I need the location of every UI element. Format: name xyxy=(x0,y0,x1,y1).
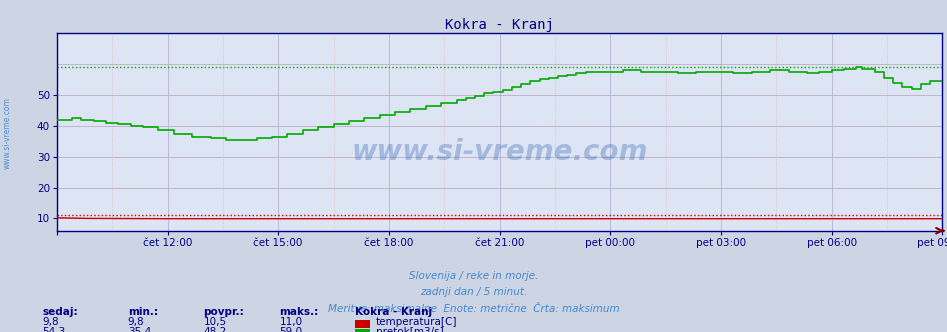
Text: 9,8: 9,8 xyxy=(128,317,145,327)
Text: 35,4: 35,4 xyxy=(128,327,152,332)
Text: 59,0: 59,0 xyxy=(279,327,302,332)
Text: povpr.:: povpr.: xyxy=(204,307,244,317)
Text: min.:: min.: xyxy=(128,307,158,317)
Text: zadnji dan / 5 minut.: zadnji dan / 5 minut. xyxy=(420,287,527,297)
Text: maks.:: maks.: xyxy=(279,307,318,317)
Text: Slovenija / reke in morje.: Slovenija / reke in morje. xyxy=(409,271,538,281)
Text: 48,2: 48,2 xyxy=(204,327,227,332)
Text: pretok[m3/s]: pretok[m3/s] xyxy=(376,327,444,332)
Text: temperatura[C]: temperatura[C] xyxy=(376,317,457,327)
Text: 9,8: 9,8 xyxy=(43,317,60,327)
Text: 54,3: 54,3 xyxy=(43,327,66,332)
Text: sedaj:: sedaj: xyxy=(43,307,79,317)
Text: www.si-vreme.com: www.si-vreme.com xyxy=(3,97,12,169)
Text: 11,0: 11,0 xyxy=(279,317,302,327)
Text: Kokra - Kranj: Kokra - Kranj xyxy=(355,307,432,317)
Text: Meritve: maksimalne  Enote: metrične  Črta: maksimum: Meritve: maksimalne Enote: metrične Črta… xyxy=(328,304,619,314)
Text: www.si-vreme.com: www.si-vreme.com xyxy=(351,138,648,166)
Title: Kokra - Kranj: Kokra - Kranj xyxy=(445,18,554,32)
Text: 10,5: 10,5 xyxy=(204,317,226,327)
